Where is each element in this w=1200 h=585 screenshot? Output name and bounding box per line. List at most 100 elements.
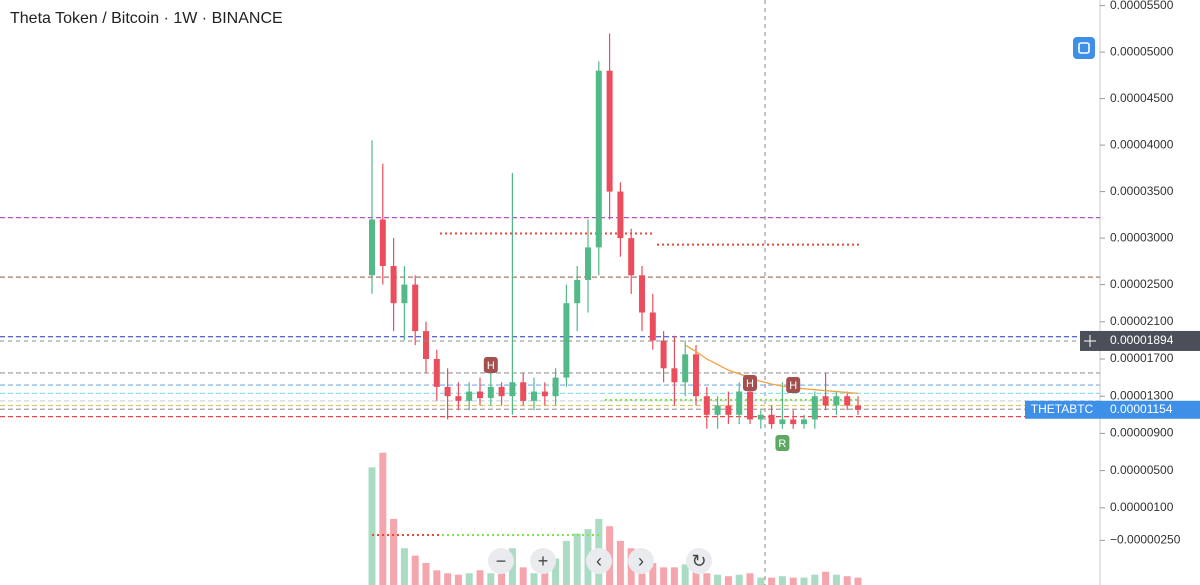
candle-body [703, 396, 710, 415]
event-marker [743, 375, 757, 391]
candle-body [379, 219, 386, 266]
event-marker [775, 435, 790, 451]
volume-bar [778, 576, 786, 585]
candle-body [757, 414, 764, 420]
candle-body [520, 382, 527, 401]
volume-bar [476, 570, 484, 585]
candle-body [822, 396, 829, 406]
candle-body [401, 284, 408, 304]
scroll-left[interactable]: ‹ [586, 548, 612, 574]
y-tick-label: 0.00002500 [1110, 277, 1174, 291]
volume-bar [411, 555, 419, 585]
candle-body [585, 247, 591, 280]
candle-body [747, 391, 753, 420]
y-tick-label: 0.00004000 [1110, 137, 1174, 151]
candle-body [790, 419, 797, 425]
candle-body [541, 391, 548, 397]
volume-bar [433, 570, 441, 585]
candle-body [531, 391, 537, 401]
y-tick-label: 0.00000100 [1110, 500, 1174, 514]
candle-body [509, 382, 516, 397]
crosshair-price-label: 0.00001894 [1110, 333, 1174, 347]
volume-bar [854, 577, 862, 585]
chart-title: Theta Token / Bitcoin · 1W · BINANCE [10, 10, 283, 27]
volume-bar [530, 573, 538, 585]
volume-bar [681, 564, 689, 585]
candle-body [671, 368, 678, 383]
scroll-right[interactable]: › [628, 548, 654, 574]
last-price-box [1100, 400, 1200, 419]
volume-bar [400, 548, 408, 585]
y-tick-label: 0.00000900 [1110, 426, 1174, 440]
candle-body [595, 70, 602, 248]
volume-bar [768, 577, 776, 585]
volume-bar [519, 567, 527, 585]
zoom-in[interactable]: + [530, 548, 556, 574]
volume-bar [832, 574, 840, 585]
candle-body [714, 405, 721, 415]
moving-average [684, 344, 859, 395]
candle-body [725, 405, 732, 415]
event-marker-label: H [789, 380, 797, 392]
volume-bar [487, 573, 495, 585]
settings-icon-glyph [1078, 42, 1090, 54]
zoom-out[interactable]: − [488, 548, 514, 574]
y-tick-label: −0.00000250 [1110, 533, 1181, 547]
symbol-label: THETABTC [1031, 402, 1094, 416]
settings-icon[interactable] [1073, 37, 1095, 59]
event-marker [786, 377, 801, 393]
volume-bar [660, 567, 668, 585]
volume-bar [789, 577, 797, 585]
candle-body [455, 396, 462, 401]
y-tick-label: 0.00003000 [1110, 230, 1174, 244]
volume-bar [757, 577, 765, 585]
volume-bar [465, 573, 473, 585]
volume-bar [454, 574, 462, 585]
candle-body [628, 238, 635, 276]
candle-body [390, 265, 397, 304]
volume-bar [800, 577, 808, 585]
volume-bar [498, 571, 506, 585]
y-tick-label: 0.00005000 [1110, 44, 1174, 58]
volume-bar [811, 574, 819, 585]
volume-bar [746, 573, 754, 585]
crosshair-price-box [1100, 330, 1200, 351]
volume-bar [724, 576, 732, 585]
candle-body [639, 275, 645, 313]
candle-body [552, 377, 559, 397]
volume-bar [368, 467, 376, 585]
candle-body [855, 405, 861, 410]
volume-bar [444, 573, 452, 585]
candle-body [736, 391, 743, 415]
candle-body [423, 331, 429, 359]
candle-body [444, 386, 451, 397]
y-tick-label: 0.00004500 [1110, 91, 1174, 105]
volume-bar [422, 562, 430, 585]
volume-bar [670, 567, 678, 585]
volume-bar [692, 570, 700, 585]
y-tick-label: 0.00002100 [1110, 314, 1174, 328]
volume-bar [616, 540, 624, 585]
candle-body [844, 396, 851, 406]
volume-bar [735, 574, 743, 585]
candle-body [477, 391, 483, 399]
candle-body [768, 414, 775, 425]
y-tick-label: 0.00005500 [1110, 0, 1174, 12]
candle-body [801, 419, 807, 425]
volume-bar [562, 540, 570, 585]
candle-body [617, 191, 624, 239]
event-marker-label: R [778, 438, 786, 450]
y-tick-label: 0.00000500 [1110, 463, 1174, 477]
reset[interactable]: ↻ [686, 548, 712, 574]
y-tick-label: 0.00003500 [1110, 184, 1174, 198]
volume-bar [573, 533, 581, 585]
volume-bar [379, 452, 387, 585]
candle-body [682, 354, 689, 383]
candle-body [487, 386, 494, 399]
volume-bar [843, 576, 851, 585]
volume-bar [552, 558, 560, 585]
candle-body [412, 284, 419, 332]
volume-bar [703, 573, 711, 585]
